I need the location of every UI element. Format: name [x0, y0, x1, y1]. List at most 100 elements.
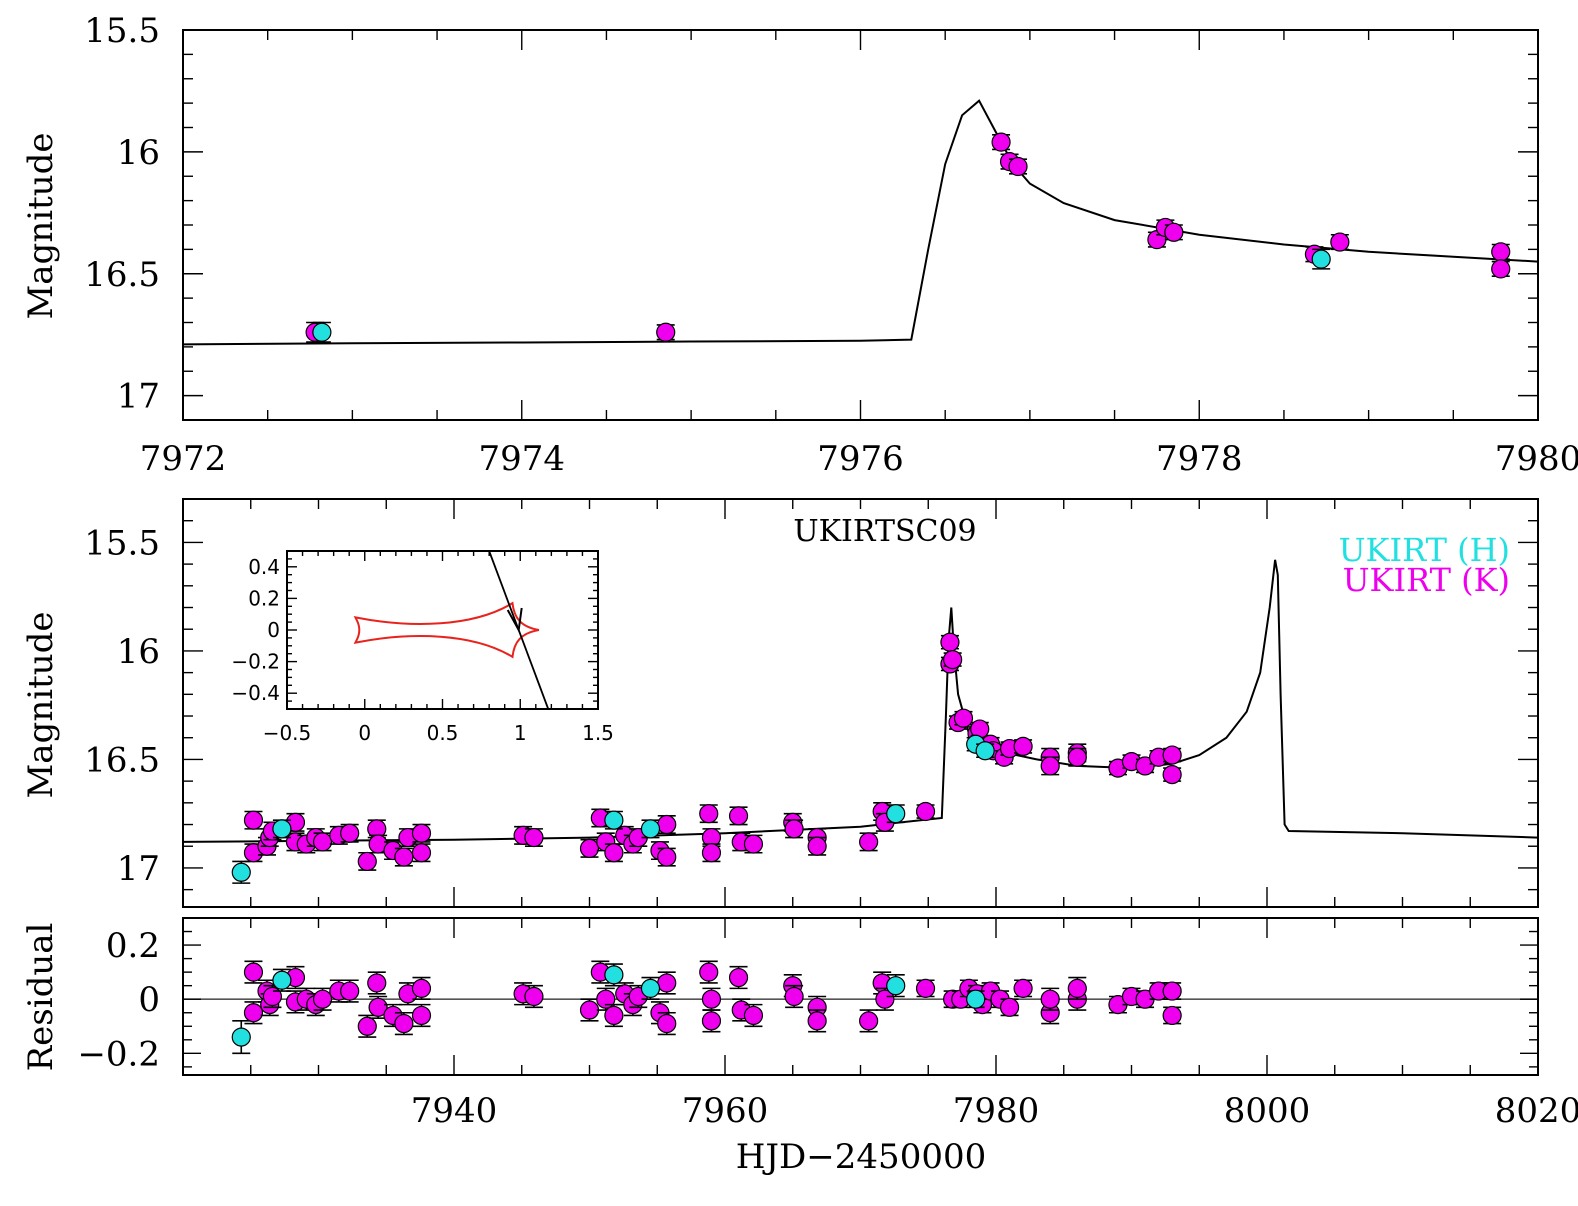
marker — [1162, 765, 1182, 785]
data-point — [701, 843, 722, 863]
data-point — [368, 995, 388, 1019]
x-tick-label: 1 — [514, 721, 527, 745]
x-tick-label: 7940 — [411, 1091, 498, 1131]
data-point — [272, 968, 292, 992]
marker — [312, 989, 333, 1009]
marker — [1040, 756, 1060, 776]
marker — [886, 976, 906, 996]
x-axis-label: HJD−2450000 — [736, 1137, 986, 1177]
data-point — [975, 741, 995, 761]
marker — [784, 986, 804, 1007]
x-tick-label: 0.5 — [427, 721, 459, 745]
data-point — [657, 1011, 677, 1036]
marker — [411, 843, 432, 863]
data-point — [411, 823, 432, 843]
top-ylabel: Magnitude — [21, 132, 61, 319]
data-point — [1164, 222, 1184, 242]
data-point — [411, 976, 432, 1001]
data-point — [656, 322, 676, 342]
data-point — [784, 984, 804, 1009]
marker — [728, 806, 749, 826]
y-tick-label: −0.2 — [231, 650, 280, 674]
y-tick-label: 16.5 — [84, 255, 160, 295]
marker — [340, 823, 360, 843]
marker — [272, 970, 292, 990]
y-tick-label: 15.5 — [84, 11, 160, 51]
data-point — [640, 819, 661, 839]
data-point — [1040, 987, 1060, 1011]
marker — [243, 962, 264, 982]
marker — [1164, 222, 1184, 242]
data-point — [243, 810, 264, 830]
marker — [991, 132, 1011, 152]
full-light-curve-panel: 15.5 16 16.5 17 — [84, 498, 1539, 908]
marker — [886, 804, 906, 824]
data-point — [657, 814, 677, 835]
data-point — [524, 984, 544, 1009]
data-point — [312, 987, 333, 1011]
data-point — [970, 719, 990, 739]
marker — [411, 1005, 432, 1026]
marker — [524, 827, 544, 848]
marker — [656, 322, 676, 342]
marker — [1067, 978, 1087, 998]
x-tick-label: 7972 — [140, 439, 227, 479]
data-point — [243, 960, 264, 984]
data-point — [243, 1001, 264, 1025]
x-tick-label: 8000 — [1224, 1091, 1311, 1131]
data-point — [394, 1011, 414, 1036]
y-tick-label: 0 — [267, 618, 280, 642]
marker — [1013, 978, 1033, 998]
y-tick-label: 17 — [117, 849, 160, 889]
marker — [394, 847, 414, 867]
marker — [1008, 156, 1028, 177]
marker — [657, 847, 677, 867]
marker — [1491, 242, 1511, 262]
y-tick-label: −0.2 — [77, 1034, 160, 1074]
y-tick-label: 16 — [117, 133, 160, 173]
marker — [367, 973, 387, 993]
marker — [394, 1013, 414, 1034]
marker — [701, 989, 722, 1009]
data-point — [340, 823, 360, 843]
data-point — [991, 132, 1011, 152]
marker — [312, 322, 332, 342]
y-tick-label: 15.5 — [84, 523, 160, 563]
data-point — [940, 632, 960, 652]
marker — [1162, 1005, 1182, 1026]
data-point — [953, 708, 974, 728]
data-point — [886, 974, 906, 998]
data-point — [1162, 765, 1182, 785]
marker — [312, 832, 333, 852]
data-point — [886, 804, 906, 824]
marker — [524, 986, 544, 1007]
marker — [743, 834, 764, 854]
data-point — [1162, 1005, 1182, 1026]
marker — [1040, 989, 1060, 1009]
data-point — [604, 843, 624, 863]
data-point — [743, 1003, 764, 1028]
data-point — [231, 860, 251, 884]
data-point — [357, 851, 377, 872]
model-curve — [182, 99, 1539, 346]
marker — [859, 832, 879, 852]
data-point — [262, 984, 283, 1009]
data-point — [915, 978, 936, 998]
marker — [859, 1011, 879, 1031]
data-point — [394, 847, 414, 867]
marker — [243, 810, 264, 830]
marker — [784, 819, 804, 839]
marker — [657, 1013, 677, 1034]
marker — [357, 1016, 377, 1036]
x-tick-label: 0 — [358, 721, 371, 745]
marker — [807, 1011, 827, 1031]
marker — [357, 851, 377, 872]
data-point — [1067, 747, 1087, 767]
data-point — [743, 834, 764, 854]
data-point — [657, 847, 677, 867]
marker — [699, 962, 719, 982]
x-tick-label: −0.5 — [263, 721, 312, 745]
marker — [604, 843, 624, 863]
data-point — [1162, 981, 1182, 1001]
data-point — [859, 1009, 879, 1033]
